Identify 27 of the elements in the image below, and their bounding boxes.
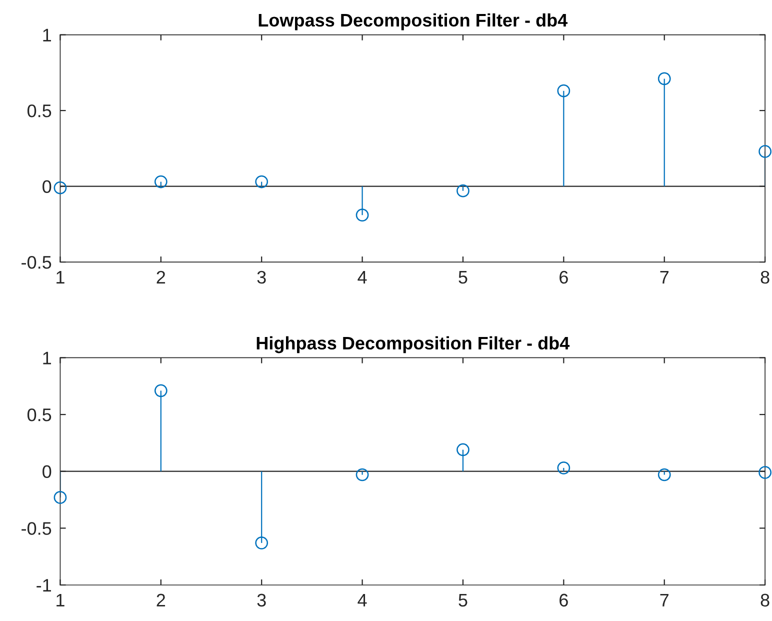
x-tick-label: 2 — [156, 270, 166, 284]
x-tick-label: 5 — [458, 271, 468, 284]
x-tick-label: 4 — [358, 271, 367, 284]
y-tick-label: 1 — [43, 28, 51, 42]
x-tick-label: 6 — [560, 270, 568, 284]
y-tick-label: -1 — [36, 579, 52, 592]
x-tick-label: 1 — [56, 594, 64, 606]
chart-title: Lowpass Decomposition Filter - db4 — [258, 13, 568, 30]
x-tick-label: 8 — [760, 594, 770, 607]
x-tick-label: 8 — [760, 270, 770, 284]
x-tick-label: 5 — [458, 594, 468, 607]
y-tick-label: 0 — [42, 465, 52, 478]
y-tick-label: 0.5 — [27, 408, 52, 422]
x-tick-label: 3 — [257, 594, 266, 607]
y-tick-label: 0 — [42, 180, 52, 194]
chart-title: Highpass Decomposition Filter - db4 — [256, 336, 570, 354]
x-tick-label: 2 — [156, 594, 166, 606]
x-tick-label: 7 — [660, 271, 668, 284]
y-tick-label: -0.5 — [22, 256, 52, 269]
x-tick-label: 1 — [56, 271, 64, 284]
y-tick-label: 1 — [43, 352, 51, 364]
x-tick-label: 4 — [358, 594, 367, 606]
x-tick-label: 7 — [660, 594, 668, 606]
y-tick-label: -0.5 — [22, 522, 52, 535]
y-tick-label: 0.5 — [27, 104, 52, 118]
x-tick-label: 3 — [257, 270, 266, 284]
x-tick-label: 6 — [560, 594, 568, 607]
